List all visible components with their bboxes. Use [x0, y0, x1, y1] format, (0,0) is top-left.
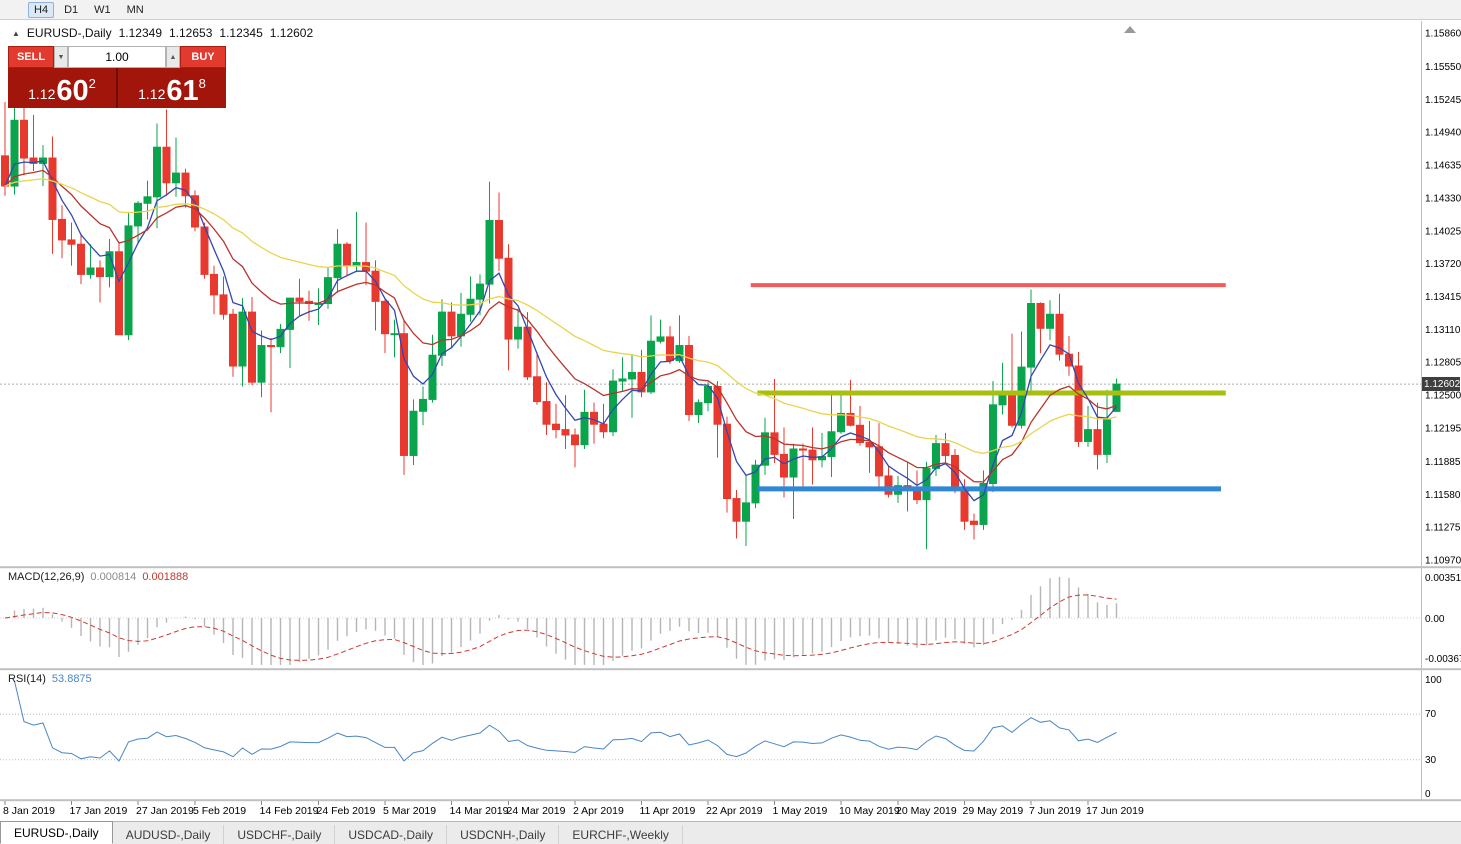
chart-tab-audusd[interactable]: AUDUSD-,Daily — [113, 825, 225, 844]
buy-price-base: 1.12 — [138, 86, 166, 102]
timeframe-button-d1[interactable]: D1 — [64, 3, 79, 16]
timeframe-button-w1[interactable]: W1 — [94, 3, 111, 16]
chart-tab-usdcnh[interactable]: USDCNH-,Daily — [447, 825, 560, 844]
timeframe-button-mn[interactable]: MN — [126, 3, 144, 16]
macd-label: MACD(12,26,9) 0.000814 0.001888 — [8, 571, 188, 583]
rsi-value: 53.8875 — [51, 673, 92, 685]
volume-input[interactable] — [68, 46, 166, 68]
sell-button[interactable]: SELL — [8, 46, 54, 68]
low-value: 1.12345 — [219, 26, 263, 40]
chart-tab-usdcad[interactable]: USDCAD-,Daily — [335, 825, 448, 844]
chart-ohlc-header: ▲ EURUSD-,Daily 1.12349 1.12653 1.12345 … — [12, 26, 313, 40]
timeframe-button-h4[interactable]: H4 — [28, 1, 55, 18]
symbol-period-label: EURUSD-,Daily — [26, 26, 112, 40]
chart-tab-bar: EURUSD-,Daily AUDUSD-,Daily USDCHF-,Daily U… — [0, 821, 1461, 844]
buy-price-display[interactable]: 1.12 61 8 — [118, 68, 226, 108]
chart-tab-eurchf[interactable]: EURCHF-,Weekly — [559, 825, 683, 844]
chart-tab-eurusd[interactable]: EURUSD-,Daily — [0, 821, 113, 844]
buy-price-sup: 8 — [198, 76, 206, 91]
volume-increase-button[interactable]: ▲ — [166, 46, 180, 68]
sell-price-display[interactable]: 1.12 60 2 — [8, 68, 116, 108]
timeframe-toolbar: H4 D1 W1 MN — [0, 0, 1461, 20]
current-price-badge: 1.12602 — [1422, 377, 1461, 392]
chart-background — [0, 20, 1461, 821]
buy-button[interactable]: BUY — [180, 46, 226, 68]
rsi-label: RSI(14) 53.8875 — [8, 673, 92, 685]
collapse-panel-icon[interactable]: ▲ — [12, 28, 20, 38]
sell-price-big: 60 — [56, 74, 89, 107]
sell-price-sup: 2 — [88, 76, 96, 91]
macd-main-value: 0.000814 — [90, 571, 137, 583]
buy-price-big: 61 — [166, 74, 199, 107]
high-value: 1.12653 — [169, 26, 213, 40]
volume-decrease-button[interactable]: ▼ — [54, 46, 68, 68]
sell-price-base: 1.12 — [28, 86, 56, 102]
open-value: 1.12349 — [118, 26, 162, 40]
macd-name: MACD(12,26,9) — [8, 571, 85, 583]
rsi-name: RSI(14) — [8, 673, 46, 685]
close-value: 1.12602 — [269, 26, 314, 40]
chart-tab-usdchf[interactable]: USDCHF-,Daily — [224, 825, 336, 844]
macd-signal-value: 0.001888 — [142, 571, 189, 583]
